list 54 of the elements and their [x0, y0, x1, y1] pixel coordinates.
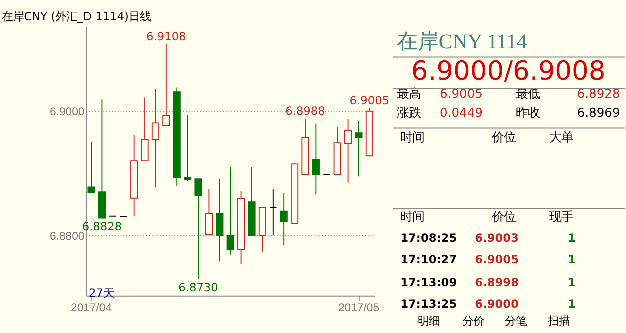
annotation: 6.9108: [146, 30, 186, 44]
annotation: 6.9005: [350, 94, 390, 108]
text: 6.9003: [475, 230, 519, 245]
candlestick: [141, 97, 149, 162]
text: 1: [568, 230, 576, 245]
text: 6.9005: [440, 86, 483, 101]
text: 时间: [400, 130, 425, 145]
text: 17:13:25: [400, 297, 458, 312]
text: 6.8928: [577, 86, 620, 101]
text: 昨收: [516, 106, 540, 120]
candlestick: [355, 120, 363, 178]
candlestick: [205, 188, 213, 236]
annotation: 6.8828: [82, 220, 122, 234]
text: 扫描: [546, 314, 570, 328]
text: 17:08:25: [400, 230, 458, 245]
text: 6.9000: [475, 297, 520, 312]
text: 现手: [549, 210, 574, 224]
text: 1: [568, 252, 576, 267]
x-tick-label: 2017/04: [71, 302, 112, 315]
text: 6.8969: [577, 106, 620, 120]
text: 6.9005: [475, 252, 520, 267]
chart-title: 在岸CNY (外汇_D 1114)日线: [2, 9, 151, 24]
candlestick: [216, 178, 224, 262]
candlestick: [312, 123, 320, 196]
text: 0.0449: [440, 106, 483, 120]
x-tick-label: 2017/05: [338, 302, 380, 315]
candlestick: [88, 142, 96, 194]
candlestick: [194, 178, 202, 280]
text: 大单: [549, 130, 574, 145]
candlestick: [226, 166, 234, 256]
y-tick-label: 6.8800: [50, 230, 85, 243]
text: 1: [568, 297, 576, 312]
candlestick: [184, 114, 192, 182]
annotation: 27天: [89, 286, 114, 300]
text: 明细: [418, 314, 440, 328]
text: 价位: [491, 210, 516, 224]
text: 1: [568, 275, 576, 290]
text: 17:13:09: [400, 275, 458, 290]
text: 6.8998: [475, 275, 520, 290]
annotation: 6.8988: [286, 104, 326, 118]
candlestick: [162, 44, 170, 126]
text: 6.9000/6.9008: [411, 56, 606, 87]
candlestick: [152, 88, 160, 188]
text: 17:10:27: [400, 252, 458, 267]
text: 时间: [400, 210, 425, 224]
candlestick: [280, 192, 288, 246]
text: 分笔: [505, 314, 528, 328]
text: 涨跌: [396, 106, 421, 120]
annotation: 6.8730: [178, 280, 218, 294]
text: 分价: [462, 314, 485, 328]
text: 在岸CNY 1114: [396, 30, 528, 54]
candlestick: [344, 118, 352, 184]
candlestick: [270, 188, 278, 236]
text: 价位: [491, 130, 516, 145]
